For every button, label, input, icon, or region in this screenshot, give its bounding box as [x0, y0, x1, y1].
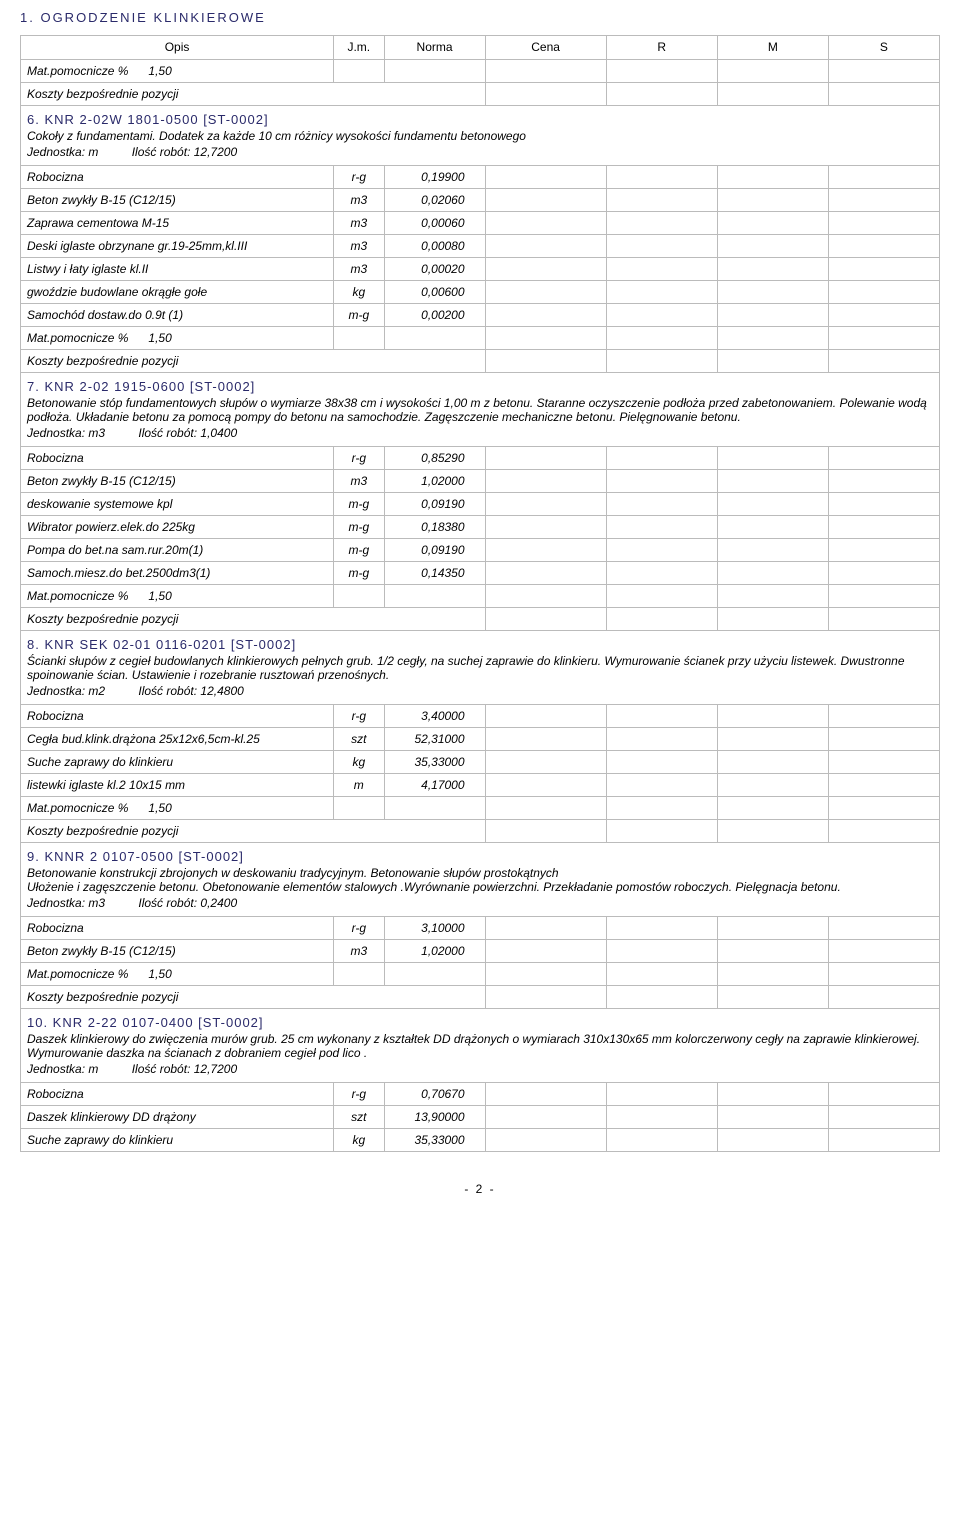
table-row: Daszek klinkierowy DD drążonyszt13,90000	[21, 1106, 940, 1129]
table-row: Robociznar-g0,85290	[21, 447, 940, 470]
mat-pom-row: Mat.pomocnicze % 1,50	[21, 963, 940, 986]
table-row: Deski iglaste obrzynane gr.19-25mm,kl.II…	[21, 235, 940, 258]
header-m: M	[717, 36, 828, 60]
section-unit: Jednostka: m3 Ilość robót: 1,0400	[21, 426, 940, 447]
section-desc: Ścianki słupów z cegieł budowlanych klin…	[21, 654, 940, 684]
section-header: 8. KNR SEK 02-01 0116-0201 [ST-0002]	[21, 631, 940, 655]
section-unit: Jednostka: m Ilość robót: 12,7200	[21, 145, 940, 166]
header-opis: Opis	[21, 36, 334, 60]
table-row: Robociznar-g0,19900	[21, 166, 940, 189]
koszty-row: Koszty bezpośrednie pozycji	[21, 986, 940, 1009]
header-s: S	[828, 36, 939, 60]
section-header: 6. KNR 2-02W 1801-0500 [ST-0002]	[21, 106, 940, 130]
section-header: 7. KNR 2-02 1915-0600 [ST-0002]	[21, 373, 940, 397]
header-row: Opis J.m. Norma Cena R M S	[21, 36, 940, 60]
table-row: Samochód dostaw.do 0.9t (1)m-g0,00200	[21, 304, 940, 327]
table-row: gwoździe budowlane okrągłe gołekg0,00600	[21, 281, 940, 304]
mat-pom-row: Mat.pomocnicze % 1,50	[21, 797, 940, 820]
koszty-row: Koszty bezpośrednie pozycji	[21, 83, 940, 106]
mat-pom-row: Mat.pomocnicze % 1,50	[21, 327, 940, 350]
header-r: R	[606, 36, 717, 60]
table-row: deskowanie systemowe kplm-g0,09190	[21, 493, 940, 516]
header-jm: J.m.	[334, 36, 384, 60]
section-header: 10. KNR 2-22 0107-0400 [ST-0002]	[21, 1009, 940, 1033]
table-row: Pompa do bet.na sam.rur.20m(1)m-g0,09190	[21, 539, 940, 562]
main-table: Opis J.m. Norma Cena R M S Mat.pomocnicz…	[20, 35, 940, 1152]
table-row: Robociznar-g3,10000	[21, 917, 940, 940]
koszty-row: Koszty bezpośrednie pozycji	[21, 820, 940, 843]
table-row: Listwy i łaty iglaste kl.IIm30,00020	[21, 258, 940, 281]
section-unit: Jednostka: m3 Ilość robót: 0,2400	[21, 896, 940, 917]
section-desc: Daszek klinkierowy do zwięczenia murów g…	[21, 1032, 940, 1062]
page-title: 1. OGRODZENIE KLINKIEROWE	[20, 10, 940, 25]
table-row: Beton zwykły B-15 (C12/15)m30,02060	[21, 189, 940, 212]
table-row: Cegła bud.klink.drążona 25x12x6,5cm-kl.2…	[21, 728, 940, 751]
section-unit: Jednostka: m Ilość robót: 12,7200	[21, 1062, 940, 1083]
section-title: 6. KNR 2-02W 1801-0500 [ST-0002]	[27, 112, 933, 127]
section-desc: Betonowanie konstrukcji zbrojonych w des…	[21, 866, 940, 896]
table-row: Zaprawa cementowa M-15m30,00060	[21, 212, 940, 235]
koszty-row: Koszty bezpośrednie pozycji	[21, 608, 940, 631]
section-title: 10. KNR 2-22 0107-0400 [ST-0002]	[27, 1015, 933, 1030]
section-desc: Cokoły z fundamentami. Dodatek za każde …	[21, 129, 940, 145]
section-unit: Jednostka: m2 Ilość robót: 12,4800	[21, 684, 940, 705]
mat-pom-row: Mat.pomocnicze % 1,50	[21, 585, 940, 608]
section-header: 9. KNNR 2 0107-0500 [ST-0002]	[21, 843, 940, 867]
table-row: Suche zaprawy do klinkierukg35,33000	[21, 751, 940, 774]
header-cena: Cena	[485, 36, 606, 60]
page-number: - 2 -	[20, 1182, 940, 1196]
table-row: listewki iglaste kl.2 10x15 mmm4,17000	[21, 774, 940, 797]
section-title: 8. KNR SEK 02-01 0116-0201 [ST-0002]	[27, 637, 933, 652]
koszty-row: Koszty bezpośrednie pozycji	[21, 350, 940, 373]
table-row: Beton zwykły B-15 (C12/15)m31,02000	[21, 940, 940, 963]
section-title: 9. KNNR 2 0107-0500 [ST-0002]	[27, 849, 933, 864]
section-desc: Betonowanie stóp fundamentowych słupów o…	[21, 396, 940, 426]
table-row: Robociznar-g3,40000	[21, 705, 940, 728]
table-row: Beton zwykły B-15 (C12/15)m31,02000	[21, 470, 940, 493]
table-row: Samoch.miesz.do bet.2500dm3(1)m-g0,14350	[21, 562, 940, 585]
table-row: Wibrator powierz.elek.do 225kgm-g0,18380	[21, 516, 940, 539]
table-row: Robociznar-g0,70670	[21, 1083, 940, 1106]
table-row: Suche zaprawy do klinkierukg35,33000	[21, 1129, 940, 1152]
header-norma: Norma	[384, 36, 485, 60]
mat-pom-row: Mat.pomocnicze % 1,50	[21, 60, 940, 83]
section-title: 7. KNR 2-02 1915-0600 [ST-0002]	[27, 379, 933, 394]
